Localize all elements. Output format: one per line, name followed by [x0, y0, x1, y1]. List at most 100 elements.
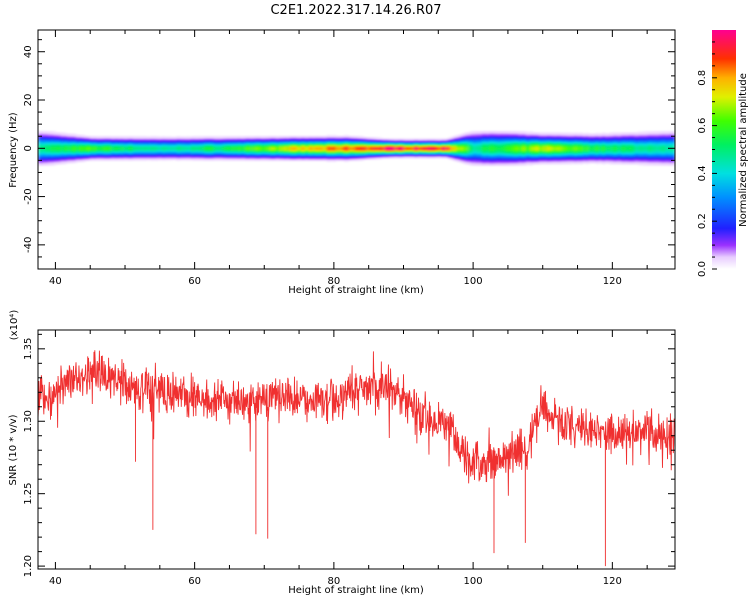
heatmap-cell	[199, 158, 203, 161]
heatmap-cell	[227, 150, 230, 152]
heatmap-cell	[128, 140, 131, 142]
heatmap-cell	[225, 158, 229, 161]
heatmap-cell	[109, 159, 112, 162]
heatmap-cell	[262, 135, 265, 138]
heatmap-cell	[316, 153, 319, 156]
heatmap-cell	[187, 157, 190, 159]
heatmap-cell	[48, 138, 51, 140]
heatmap-cell	[208, 150, 211, 152]
heatmap-cell	[104, 140, 107, 142]
heatmap-cell	[241, 139, 244, 141]
heatmap-cell	[154, 141, 157, 144]
heatmap-cell	[208, 156, 211, 158]
heatmap-cell	[311, 140, 314, 142]
heatmap-cell	[159, 138, 162, 140]
heatmap-cell	[60, 152, 63, 155]
heatmap-cell	[422, 147, 425, 150]
heatmap-cell	[58, 158, 62, 161]
heatmap-cell	[236, 147, 239, 150]
heatmap-cell	[140, 156, 143, 158]
heatmap-cell	[445, 138, 448, 140]
heatmap-cell	[412, 151, 415, 153]
heatmap-cell	[72, 133, 75, 135]
heatmap-cell	[335, 156, 338, 158]
heatmap-cell	[234, 146, 237, 148]
heatmap-cell	[415, 139, 418, 141]
heatmap-cell	[292, 136, 295, 139]
heatmap-cell	[389, 148, 392, 151]
heatmap-cell	[86, 153, 89, 156]
heatmap-cell	[314, 159, 317, 162]
heatmap-cell	[365, 154, 368, 157]
heatmap-cell	[281, 148, 284, 151]
heatmap-cell	[283, 154, 286, 157]
heatmap-cell	[232, 157, 236, 159]
heatmap-cell	[408, 157, 411, 159]
heatmap-cell	[135, 144, 138, 146]
heatmap-cell	[78, 151, 81, 153]
heatmap-cell	[389, 153, 392, 156]
heatmap-cell	[159, 147, 162, 150]
heatmap-cell	[198, 142, 201, 145]
heatmap-cell	[55, 153, 58, 156]
heatmap-cell	[125, 140, 128, 142]
heatmap-cell	[98, 158, 102, 161]
heatmap-cell	[285, 138, 288, 140]
heatmap-cell	[133, 148, 136, 151]
heatmap-cell	[340, 139, 343, 141]
heatmap-cell	[450, 157, 453, 159]
heatmap-cell	[431, 146, 434, 148]
heatmap-cell	[222, 139, 225, 141]
heatmap-cell	[297, 156, 300, 158]
heatmap-cell	[281, 144, 284, 146]
heatmap-cell	[274, 159, 277, 162]
heatmap-cell	[78, 141, 81, 144]
heatmap-cell	[265, 156, 269, 158]
heatmap-cell	[328, 146, 331, 148]
heatmap-cell	[78, 160, 81, 163]
heatmap-cell	[48, 147, 51, 150]
heatmap-cell	[79, 153, 82, 156]
heatmap-cell	[351, 135, 354, 138]
heatmap-cell	[90, 139, 93, 141]
heatmap-cell	[65, 142, 68, 145]
heatmap-cell	[147, 144, 150, 146]
heatmap-cell	[144, 139, 147, 141]
heatmap-cell	[53, 142, 56, 145]
heatmap-cell	[57, 159, 60, 162]
heatmap-cell	[410, 138, 413, 140]
heatmap-cell	[311, 148, 314, 151]
heatmap-cell	[84, 156, 88, 158]
heatmap-cell	[453, 157, 457, 159]
heatmap-cell	[161, 147, 164, 150]
heatmap-cell	[276, 136, 279, 139]
heatmap-cell	[335, 140, 338, 142]
heatmap-cell	[424, 152, 427, 155]
heatmap-cell	[436, 154, 439, 157]
heatmap-cell	[71, 148, 74, 151]
heatmap-cell	[43, 131, 46, 134]
heatmap-cell	[131, 138, 135, 140]
heatmap-cell	[241, 159, 244, 162]
heatmap-cell	[340, 147, 343, 150]
heatmap-cell	[429, 153, 432, 156]
heatmap-cell	[288, 158, 291, 161]
heatmap-cell	[72, 154, 75, 157]
heatmap-cell	[349, 154, 352, 157]
heatmap-cell	[452, 153, 455, 156]
heatmap-cell	[224, 139, 227, 141]
heatmap-cell	[41, 162, 44, 164]
heatmap-cell	[102, 140, 105, 142]
heatmap-cell	[278, 151, 281, 153]
heatmap-cell	[206, 145, 209, 147]
heatmap-cell	[426, 144, 429, 146]
heatmap-cell	[267, 139, 270, 141]
heatmap-cell	[239, 159, 243, 162]
heatmap-cell	[51, 160, 55, 163]
heatmap-cell	[321, 156, 324, 158]
heatmap-cell	[142, 151, 145, 153]
heatmap-cell	[192, 153, 196, 156]
heatmap-cell	[450, 147, 453, 150]
heatmap-cell	[304, 150, 307, 152]
heatmap-cell	[97, 144, 100, 146]
